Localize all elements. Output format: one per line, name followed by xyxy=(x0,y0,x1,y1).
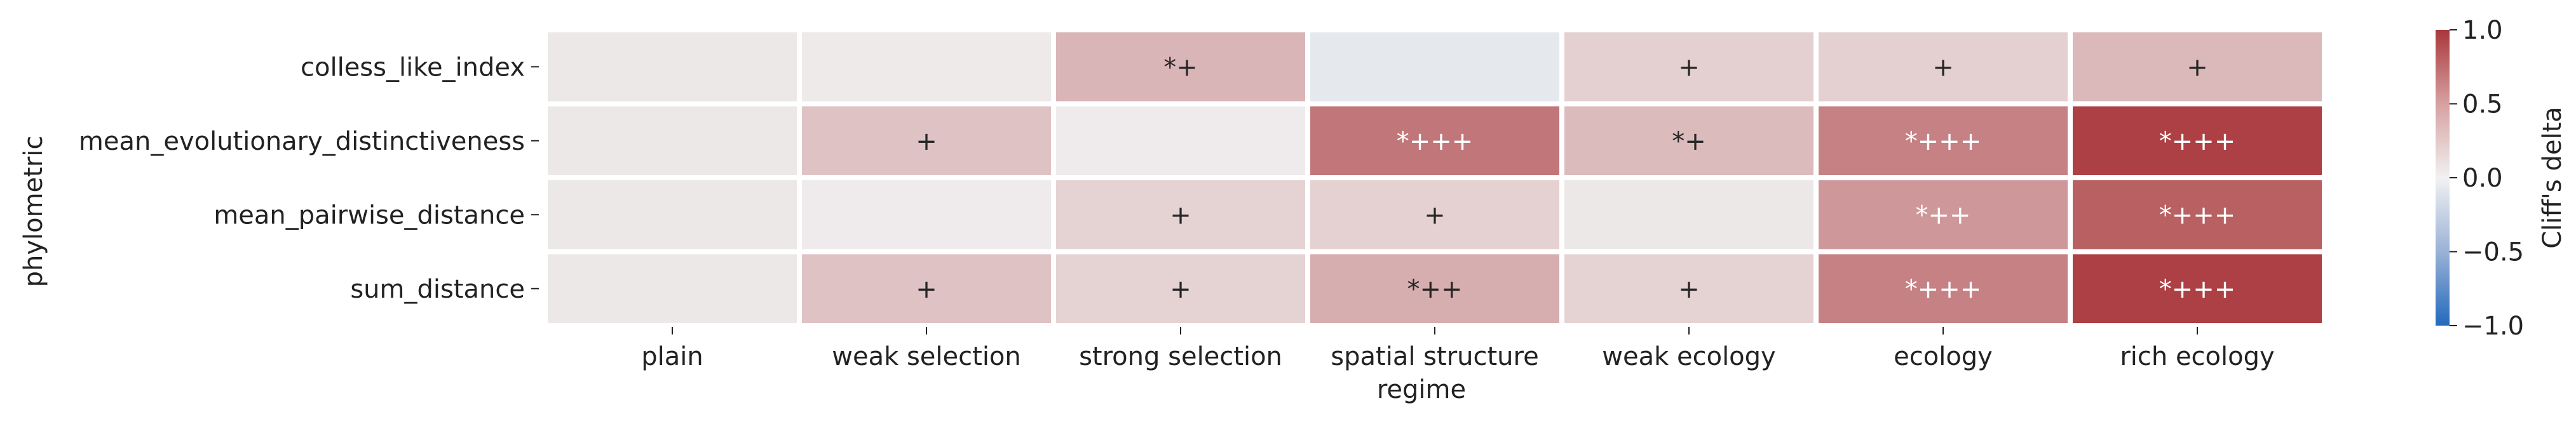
colorbar-label: Cliff's delta xyxy=(2538,107,2567,249)
heatmap-cell xyxy=(1056,32,1305,102)
x-tick-label: weak selection xyxy=(832,342,1021,371)
y-tick-label: colless_like_index xyxy=(301,53,525,82)
heatmap-cell xyxy=(548,254,797,323)
cell-annotation: *+++ xyxy=(2159,201,2236,230)
cell-annotation: *+++ xyxy=(1905,127,1982,156)
heatmap-cell xyxy=(1819,254,2068,323)
heatmap-cell xyxy=(802,32,1051,102)
heatmap-cell xyxy=(1819,106,2068,175)
heatmap-cell xyxy=(1310,106,1559,175)
heatmap-cell xyxy=(2073,254,2322,323)
cell-annotation: + xyxy=(1678,53,1700,82)
colorbar-tick-label: −1.0 xyxy=(2462,312,2524,341)
x-tick-label: plain xyxy=(641,342,703,371)
cell-annotation: + xyxy=(916,127,937,156)
cell-annotation: *+ xyxy=(1672,127,1706,156)
heatmap-cell xyxy=(2073,180,2322,249)
x-tick-label: rich ecology xyxy=(2120,342,2274,371)
heatmap-cell xyxy=(1564,106,1813,175)
y-tick-label: mean_evolutionary_distinctiveness xyxy=(79,127,525,156)
colorbar-ticks: −1.0 −0.5 0.0 0.5 1.0 xyxy=(2450,16,2524,341)
cell-annotation: + xyxy=(916,275,937,304)
x-tick-label: weak ecology xyxy=(1602,342,1775,371)
cell-annotation: + xyxy=(1932,53,1954,82)
heatmap-cell xyxy=(1564,180,1813,249)
x-tick-label: spatial structure xyxy=(1331,342,1538,371)
heatmap-cell xyxy=(1310,254,1559,323)
heatmap-cell xyxy=(1056,180,1305,249)
heatmap-cell xyxy=(2073,106,2322,175)
x-tick-label: strong selection xyxy=(1079,342,1282,371)
x-tick-label: ecology xyxy=(1894,342,1993,371)
y-tick-labels: colless_like_index mean_evolutionary_dist… xyxy=(79,53,539,304)
heatmap-cell xyxy=(1819,180,2068,249)
heatmap-cell xyxy=(1056,106,1305,175)
cell-annotation: + xyxy=(1678,275,1700,304)
y-tick-label: sum_distance xyxy=(350,275,525,304)
cell-annotation: *+++ xyxy=(2159,275,2236,304)
y-tick-label: mean_pairwise_distance xyxy=(214,201,525,230)
cell-annotation: *+++ xyxy=(1905,275,1982,304)
heatmap-cell xyxy=(1564,254,1813,323)
heatmap-cell xyxy=(1310,32,1559,102)
colorbar-tick-label: 0.0 xyxy=(2462,164,2503,193)
heatmap-cell xyxy=(1310,180,1559,249)
cell-annotation: + xyxy=(1424,201,1446,230)
colorbar xyxy=(2436,30,2450,326)
colorbar-tick-label: 1.0 xyxy=(2462,16,2503,45)
colorbar-tick-label: −0.5 xyxy=(2462,238,2524,267)
cell-annotation: *++ xyxy=(1407,275,1462,304)
heatmap-cell xyxy=(802,180,1051,249)
heatmap-cell xyxy=(802,106,1051,175)
heatmap-cell xyxy=(2073,32,2322,102)
cell-annotation: *+ xyxy=(1163,53,1198,82)
heatmap-cell xyxy=(548,32,797,102)
heatmap-cell xyxy=(548,106,797,175)
y-axis-label: phylometric xyxy=(19,136,48,288)
heatmap-cell xyxy=(802,254,1051,323)
heatmap-cells: *+ + + ++ *+++ *+ *+++ *++++ + *++ *++++ + *++ + *+++ *… xyxy=(548,32,2322,323)
cell-annotation: + xyxy=(1170,275,1191,304)
heatmap-cell xyxy=(548,180,797,249)
heatmap-cell xyxy=(1819,32,2068,102)
cell-annotation: *+++ xyxy=(2159,127,2236,156)
cell-annotation: *++ xyxy=(1915,201,1970,230)
cell-annotation: + xyxy=(2186,53,2208,82)
cell-annotation: + xyxy=(1170,201,1191,230)
heatmap-cell xyxy=(1056,254,1305,323)
heatmap-cell xyxy=(1564,32,1813,102)
x-tick-labels: plain weak selection strong selection spati… xyxy=(641,327,2275,371)
colorbar-tick-label: 0.5 xyxy=(2462,90,2503,119)
x-axis-label: regime xyxy=(1377,375,1466,404)
cell-annotation: *+++ xyxy=(1397,127,1474,156)
